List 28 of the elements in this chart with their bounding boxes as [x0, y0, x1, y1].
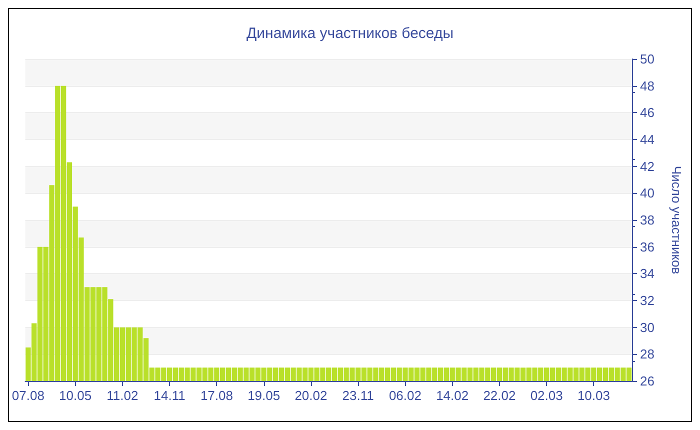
- y-axis-title: Число участников: [669, 166, 684, 274]
- y-tick-label: 42: [640, 158, 654, 174]
- x-tick-label: 02.03: [530, 388, 563, 403]
- chart-title: Динамика участников беседы: [246, 25, 454, 42]
- y-tick-label: 50: [640, 52, 654, 66]
- y-tick-label: 46: [640, 105, 654, 120]
- y-tick-label: 28: [640, 346, 654, 362]
- x-tick-label: 23.11: [342, 388, 374, 403]
- x-tick-label: 20.02: [294, 388, 328, 403]
- y-tick-label: 48: [640, 78, 654, 94]
- x-tick-label: 14.11: [154, 388, 186, 403]
- x-tick-label: 14.02: [436, 388, 469, 403]
- y-tick-label: 26: [640, 374, 654, 388]
- y-tick-label: 34: [640, 266, 654, 282]
- x-tick-label: 11.02: [106, 388, 138, 403]
- x-tick-label: 06.02: [388, 388, 422, 403]
- y-tick-label: 40: [640, 186, 654, 201]
- y-tick-label: 38: [640, 212, 654, 228]
- x-tick-label: 17.08: [200, 388, 233, 403]
- x-tick-label: 10.03: [577, 388, 610, 403]
- y-tick-label: 44: [640, 132, 654, 147]
- y-tick-label: 32: [640, 293, 654, 308]
- x-tick-label: 22.02: [483, 388, 516, 403]
- y-tick-label: 36: [640, 239, 654, 254]
- x-tick-label: 10.05: [59, 388, 92, 403]
- y-tick-label: 30: [640, 320, 654, 335]
- x-tick-label: 19.05: [248, 388, 280, 403]
- x-tick-label: 07.08: [12, 388, 44, 403]
